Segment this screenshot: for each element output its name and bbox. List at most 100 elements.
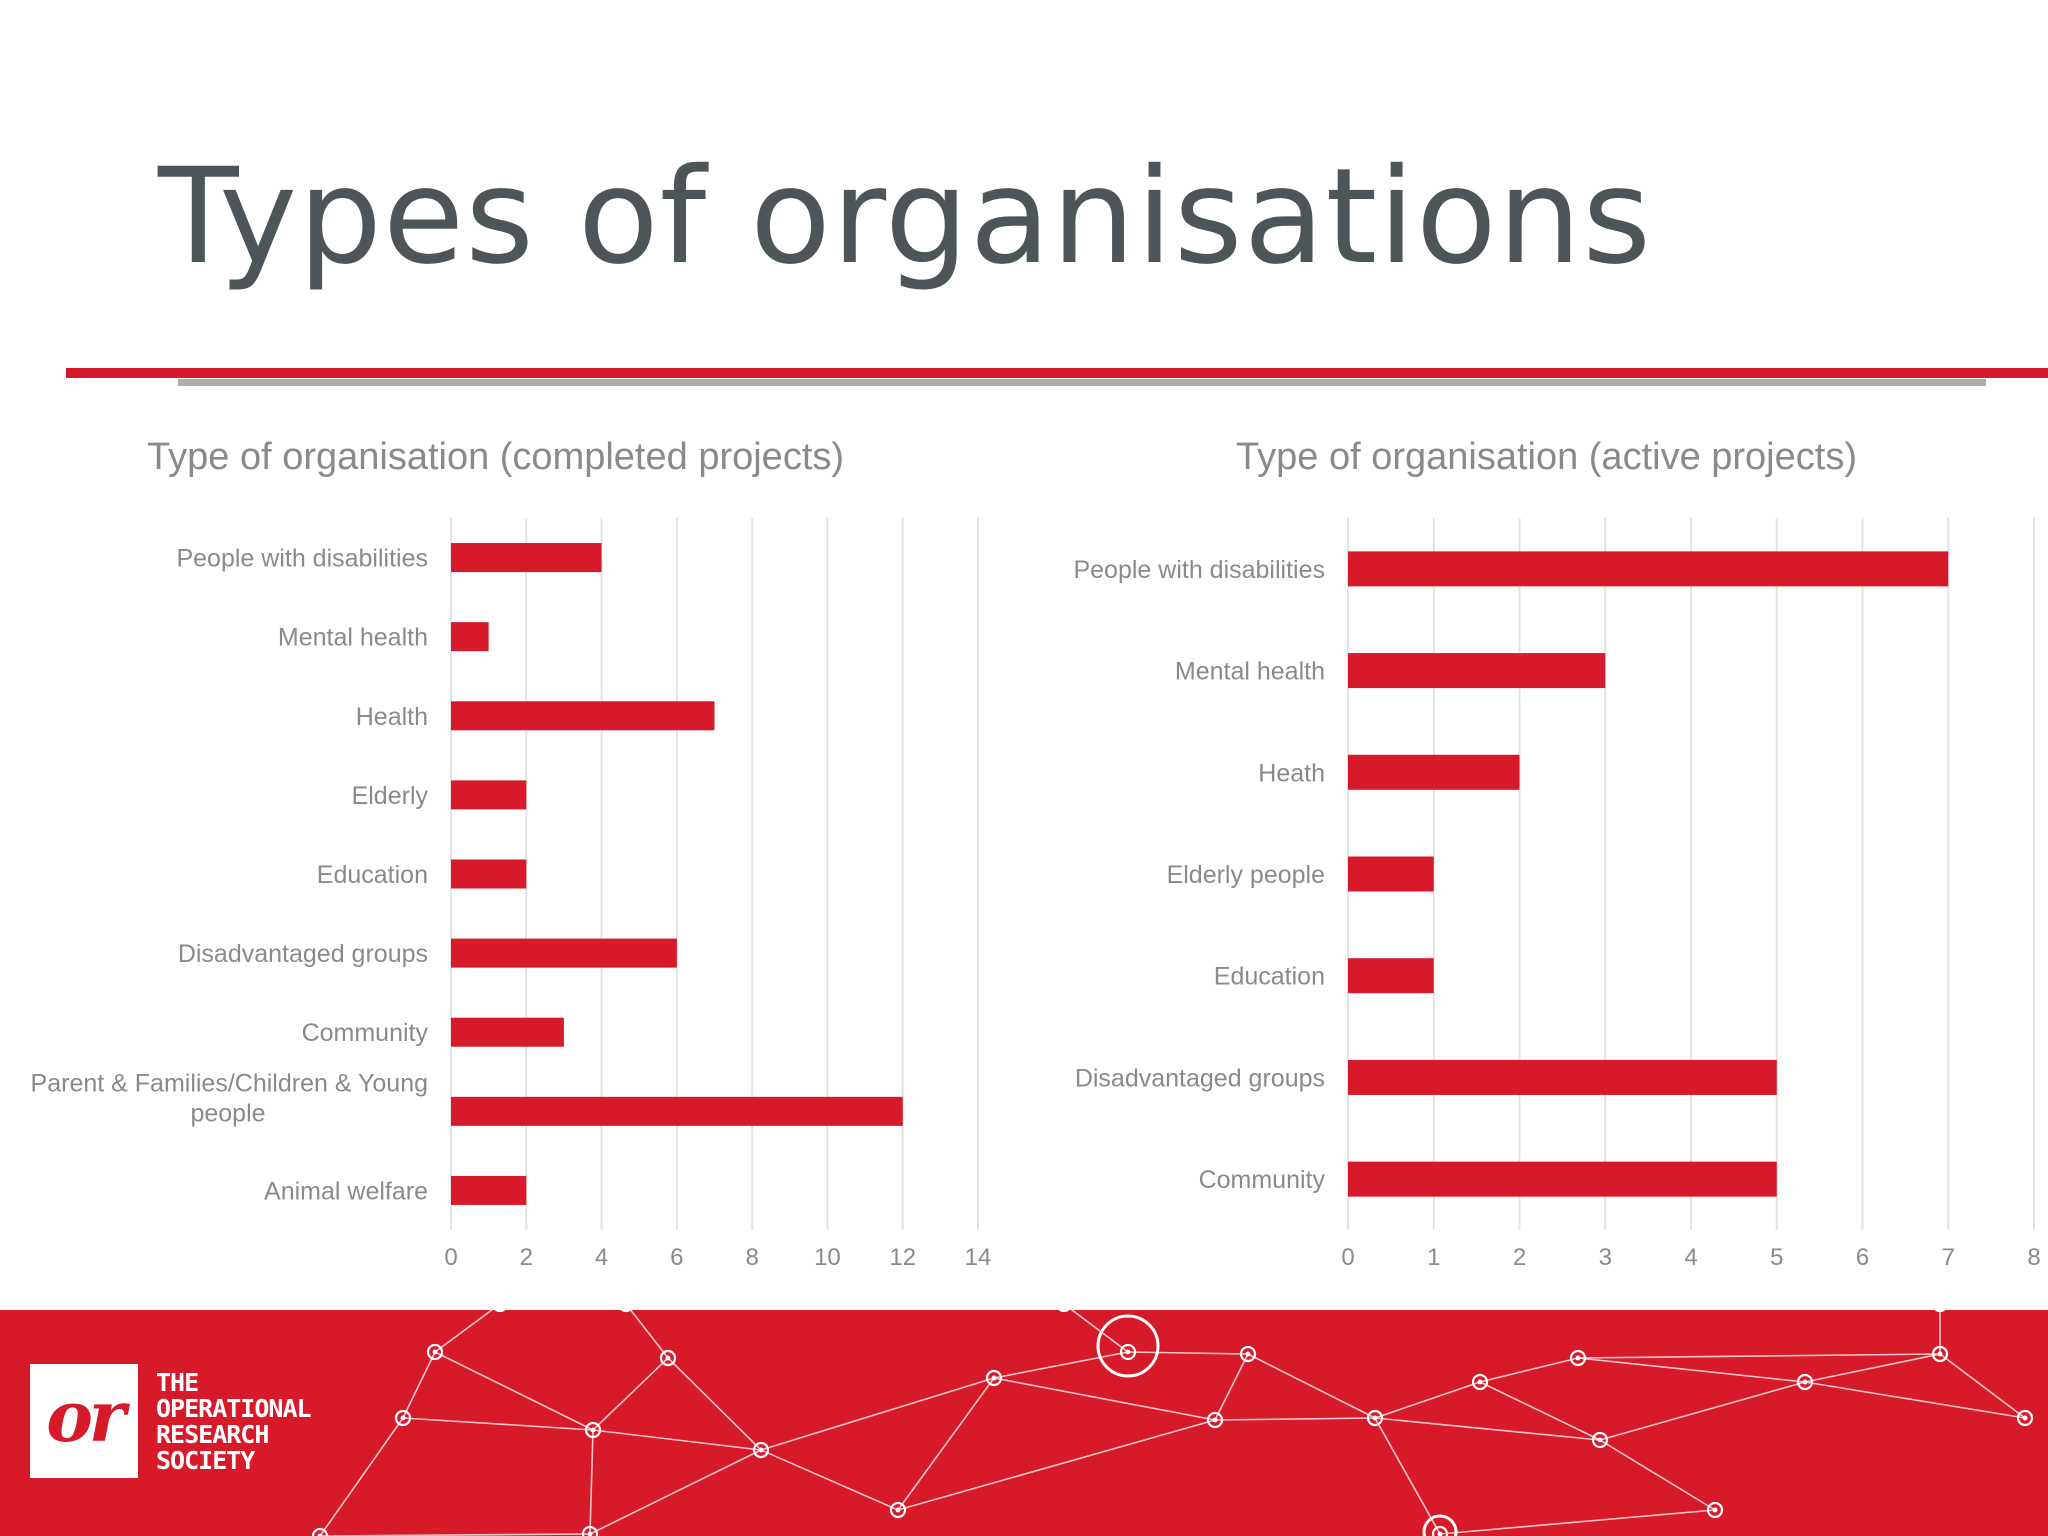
network-node-dot bbox=[400, 1415, 406, 1421]
network-hub-ring bbox=[1096, 1314, 1160, 1378]
bar bbox=[1348, 1059, 1777, 1095]
network-node-dot bbox=[1802, 1379, 1808, 1385]
network-line bbox=[897, 1419, 1216, 1511]
category-label: Animal welfare bbox=[264, 1177, 428, 1205]
network-line bbox=[1577, 1357, 1806, 1383]
bar bbox=[451, 1175, 527, 1205]
category-label: Disadvantaged groups bbox=[178, 940, 428, 968]
network-line bbox=[1247, 1353, 1376, 1419]
network-nodes bbox=[311, 1310, 2034, 1536]
network-node bbox=[584, 1421, 602, 1439]
network-line bbox=[1214, 1353, 1249, 1421]
network-node bbox=[889, 1501, 907, 1519]
network-node-dot bbox=[1245, 1351, 1251, 1357]
network-line bbox=[1374, 1417, 1601, 1441]
network-node bbox=[1569, 1349, 1587, 1367]
network-node-dot bbox=[1597, 1437, 1603, 1443]
category-label: Mental health bbox=[1175, 658, 1325, 686]
network-pattern bbox=[311, 1310, 2034, 1536]
network-hub-ring bbox=[1422, 1514, 1458, 1536]
x-tick-label: 1 bbox=[1427, 1244, 1440, 1271]
network-node-dot bbox=[1212, 1417, 1218, 1423]
x-tick-label: 8 bbox=[745, 1244, 758, 1271]
category-label: People with disabilities bbox=[176, 545, 428, 573]
category-label: Parent & Families/Children & Young bbox=[31, 1069, 428, 1097]
network-line bbox=[1127, 1351, 1249, 1355]
network-line bbox=[667, 1357, 762, 1451]
x-tick-label: 8 bbox=[2027, 1244, 2040, 1271]
x-tick-label: 2 bbox=[1513, 1244, 1526, 1271]
network-node bbox=[659, 1349, 677, 1367]
network-line bbox=[1070, 1310, 1129, 1353]
network-line bbox=[1804, 1353, 1941, 1383]
x-tick-label: 3 bbox=[1599, 1244, 1612, 1271]
network-line bbox=[1599, 1439, 1716, 1511]
network-line bbox=[993, 1351, 1129, 1379]
chart-title-completed: Type of organisation (completed projects… bbox=[147, 436, 845, 478]
network-line bbox=[402, 1351, 436, 1419]
x-tick-label: 14 bbox=[965, 1244, 992, 1271]
network-node-dot bbox=[1372, 1415, 1378, 1421]
category-label: Education bbox=[317, 861, 428, 889]
x-tick-label: 7 bbox=[1942, 1244, 1955, 1271]
category-label: Education bbox=[1214, 963, 1325, 991]
bar bbox=[1348, 653, 1606, 689]
ors-logo-text: THE OPERATIONAL RESEARCH SOCIETY bbox=[156, 1368, 312, 1475]
network-node-dot bbox=[587, 1531, 593, 1536]
footer-banner: or THE OPERATIONAL RESEARCH SOCIETY bbox=[0, 1310, 2048, 1536]
network-line bbox=[760, 1449, 899, 1511]
network-line bbox=[1577, 1353, 1941, 1359]
bar bbox=[1348, 1161, 1777, 1197]
bar-chart-0: 0 2 4 6 8 10 12 14 People with disabilities Menta… bbox=[31, 518, 992, 1271]
network-node-dot bbox=[895, 1507, 901, 1513]
logo-line: THE bbox=[156, 1368, 199, 1397]
x-tick-label: 0 bbox=[444, 1244, 457, 1271]
category-label: Elderly bbox=[352, 782, 429, 810]
x-tick-label: 5 bbox=[1770, 1244, 1783, 1271]
network-node-dot bbox=[991, 1375, 997, 1381]
network-line bbox=[434, 1310, 494, 1353]
network-line bbox=[592, 1357, 669, 1431]
title-divider-grey bbox=[178, 379, 1986, 386]
network-node bbox=[1471, 1373, 1489, 1391]
bar-chart-1: 0 1 2 3 4 5 6 7 8 People with disabilities Mental … bbox=[1073, 518, 2041, 1271]
network-node bbox=[1796, 1373, 1814, 1391]
bar bbox=[1348, 856, 1434, 892]
x-tick-label: 6 bbox=[670, 1244, 683, 1271]
chart-title-active: Type of organisation (active projects) bbox=[1236, 436, 1857, 478]
bar bbox=[451, 780, 527, 810]
x-tick-label: 4 bbox=[1684, 1244, 1697, 1271]
ors-logo-mark: or bbox=[46, 1375, 126, 1458]
network-node bbox=[426, 1343, 444, 1361]
network-line bbox=[760, 1377, 995, 1451]
bar bbox=[451, 938, 677, 968]
category-label: people bbox=[190, 1099, 265, 1127]
network-line bbox=[629, 1310, 669, 1359]
title-divider-red bbox=[66, 368, 2048, 378]
bar bbox=[451, 859, 527, 889]
network-node bbox=[494, 1310, 506, 1313]
logo-line: RESEARCH bbox=[156, 1420, 269, 1449]
network-line bbox=[1374, 1381, 1481, 1419]
category-label: Mental health bbox=[278, 624, 428, 652]
network-node bbox=[394, 1409, 412, 1427]
network-line bbox=[1479, 1381, 1601, 1441]
network-line bbox=[319, 1417, 404, 1536]
network-lines bbox=[319, 1310, 2026, 1536]
network-line bbox=[434, 1351, 594, 1431]
category-label: Health bbox=[356, 703, 428, 731]
ors-logo: or bbox=[30, 1364, 138, 1478]
logo-line: SOCIETY bbox=[156, 1446, 255, 1475]
network-line bbox=[1939, 1353, 2026, 1419]
slide-title: Types of organisations bbox=[158, 140, 1653, 294]
network-node bbox=[1206, 1411, 1224, 1429]
network-node bbox=[1058, 1310, 1070, 1313]
x-tick-label: 6 bbox=[1856, 1244, 1869, 1271]
network-node bbox=[1119, 1343, 1137, 1361]
bar bbox=[451, 1096, 903, 1126]
network-node bbox=[1931, 1345, 1949, 1363]
network-line bbox=[589, 1449, 762, 1535]
network-node bbox=[581, 1525, 599, 1536]
network-node bbox=[1706, 1501, 1724, 1519]
